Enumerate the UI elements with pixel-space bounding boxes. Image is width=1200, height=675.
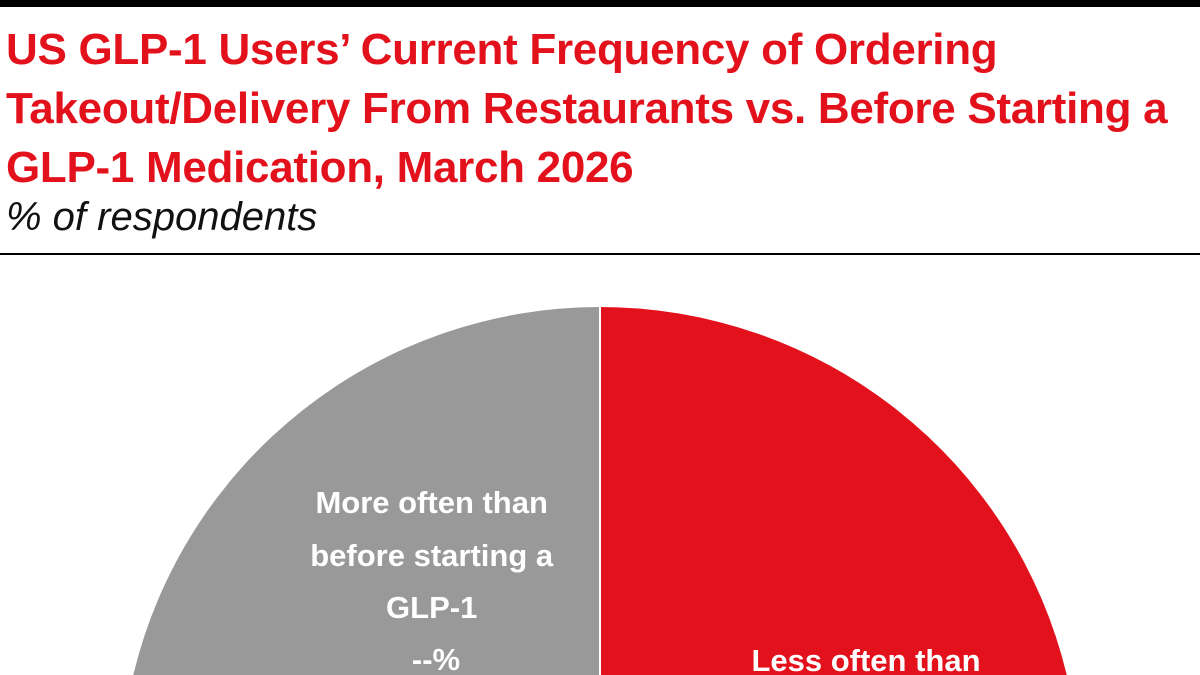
- header-divider: [0, 253, 1200, 255]
- pie-slice-more-often: [133, 307, 601, 675]
- label-more-often-line-3: GLP-1: [386, 590, 477, 625]
- label-less-often: Less often than: [751, 643, 980, 675]
- label-less-often-line-1: Less often than: [751, 643, 980, 675]
- label-more-often-line-1: More often than: [315, 485, 548, 520]
- chart-subtitle: % of respondents: [6, 195, 318, 239]
- chart-title: US GLP-1 Users’ Current Frequency of Ord…: [6, 25, 1168, 192]
- pie-slice-less-often: [600, 307, 1067, 675]
- label-more-often-value: --%: [412, 642, 460, 675]
- label-more-often-line-2: before starting a: [310, 538, 554, 573]
- label-more-often: More often than before starting a GLP-1 …: [310, 485, 562, 675]
- top-rule: [0, 0, 1200, 7]
